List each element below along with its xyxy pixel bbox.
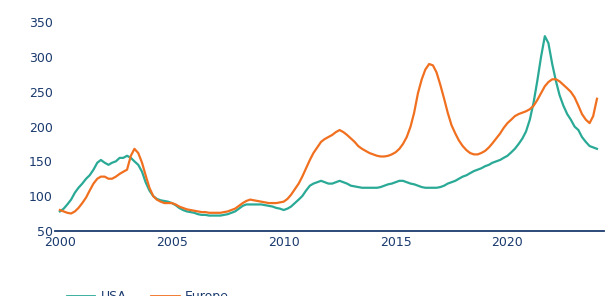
USA <box>593 147 601 151</box>
Europe <box>60 210 67 213</box>
Line: Europe: Europe <box>60 64 597 213</box>
Europe <box>370 153 377 156</box>
Europe <box>426 62 433 66</box>
USA <box>56 210 63 213</box>
USA <box>60 207 67 210</box>
Europe <box>593 97 601 101</box>
Europe <box>564 86 571 90</box>
USA <box>564 112 571 116</box>
USA <box>541 34 548 38</box>
USA <box>370 186 377 189</box>
USA <box>466 171 474 175</box>
Europe <box>485 146 493 149</box>
USA <box>83 177 90 181</box>
Legend: USA, Europe: USA, Europe <box>62 285 234 296</box>
Europe <box>470 153 477 156</box>
Europe <box>56 208 63 212</box>
Line: USA: USA <box>60 36 597 215</box>
Europe <box>67 212 75 215</box>
USA <box>206 214 213 217</box>
USA <box>481 165 488 168</box>
Europe <box>86 189 94 192</box>
